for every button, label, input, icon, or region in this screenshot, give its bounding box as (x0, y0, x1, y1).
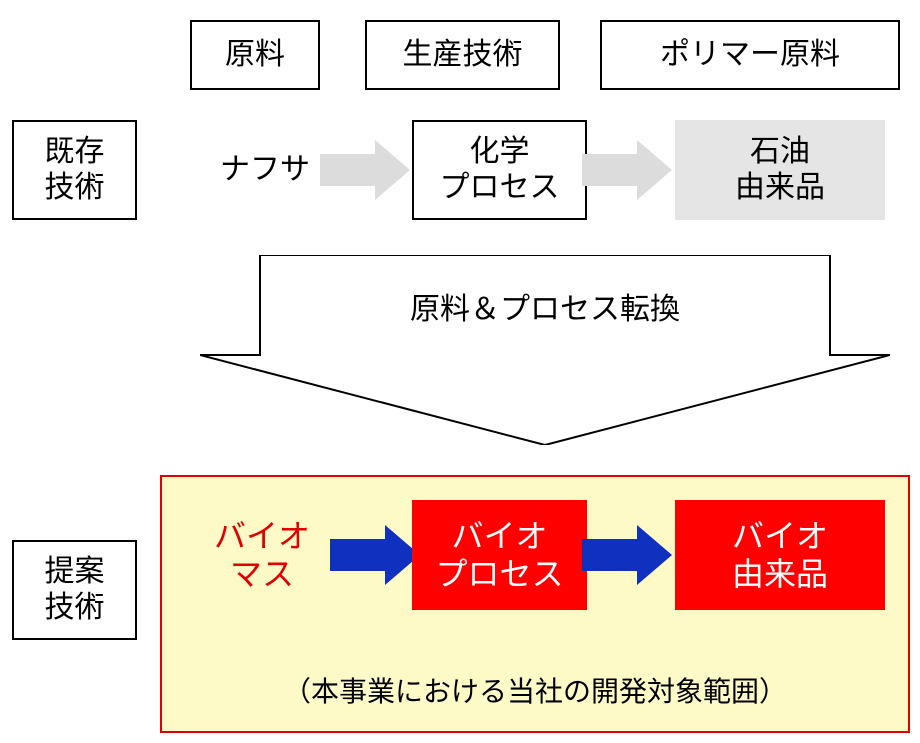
row-label-proposed: 提案 技術 (12, 540, 137, 640)
header-col-raw-label: 原料 (225, 37, 285, 73)
header-col-product-label: ポリマー原料 (660, 37, 840, 73)
arrow-right-icon (582, 140, 672, 200)
existing-raw: ナフサ (200, 150, 330, 190)
arrow-right-icon (582, 525, 672, 585)
caption: （本事業における当社の開発対象範囲） (160, 670, 910, 710)
header-col-product: ポリマー原料 (600, 20, 900, 90)
transition-label-text: 原料＆プロセス転換 (410, 292, 680, 328)
header-col-process: 生産技術 (365, 20, 560, 90)
row-label-existing: 既存 技術 (12, 120, 137, 220)
proposed-process: バイオ プロセス (412, 500, 587, 610)
existing-raw-text: ナフサ (220, 152, 310, 188)
transition-label: 原料＆プロセス転換 (200, 290, 890, 330)
arrow-right-icon (330, 525, 420, 585)
header-col-raw: 原料 (190, 20, 320, 90)
existing-product: 石油 由来品 (675, 120, 885, 220)
proposed-raw: バイオ マス (192, 505, 332, 605)
proposed-raw-text: バイオ マス (214, 517, 310, 594)
existing-process: 化学 プロセス (412, 120, 587, 220)
proposed-product-text: バイオ 由来品 (732, 517, 828, 594)
row-label-existing-text: 既存 技術 (45, 134, 105, 206)
proposed-process-text: バイオ プロセス (435, 517, 563, 594)
caption-text: （本事業における当社の開発対象範囲） (283, 670, 787, 710)
proposed-product: バイオ 由来品 (675, 500, 885, 610)
row-label-proposed-text: 提案 技術 (45, 554, 105, 626)
existing-process-text: 化学 プロセス (440, 134, 560, 206)
arrow-down-big-icon (200, 255, 890, 445)
header-col-process-label: 生産技術 (403, 37, 523, 73)
existing-product-text: 石油 由来品 (735, 134, 825, 206)
arrow-right-icon (320, 140, 410, 200)
